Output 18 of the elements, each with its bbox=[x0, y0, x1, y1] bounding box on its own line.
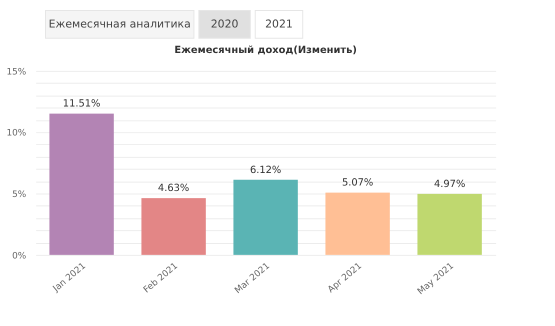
bar bbox=[141, 198, 206, 255]
text: 2021 bbox=[265, 17, 293, 30]
y-tick-label: 0% bbox=[12, 251, 26, 262]
y-tick-label: 5% bbox=[12, 190, 26, 200]
chart-title: Ежемесячный доход(Изменить) bbox=[174, 45, 357, 56]
data-label: 6.12% bbox=[250, 164, 282, 176]
data-label: 11.51% bbox=[62, 98, 100, 110]
bar bbox=[233, 180, 298, 255]
bar bbox=[417, 194, 482, 255]
data-label: 5.07% bbox=[342, 178, 374, 189]
data-label: 4.63% bbox=[158, 183, 190, 194]
bar bbox=[49, 114, 114, 255]
text: 2020 bbox=[210, 17, 238, 30]
bar bbox=[325, 192, 390, 255]
data-label: 4.97% bbox=[434, 178, 466, 190]
text: Ежемесячная аналитика bbox=[48, 17, 191, 30]
y-tick-label: 15% bbox=[6, 67, 26, 78]
y-tick-label: 10% bbox=[6, 128, 26, 139]
